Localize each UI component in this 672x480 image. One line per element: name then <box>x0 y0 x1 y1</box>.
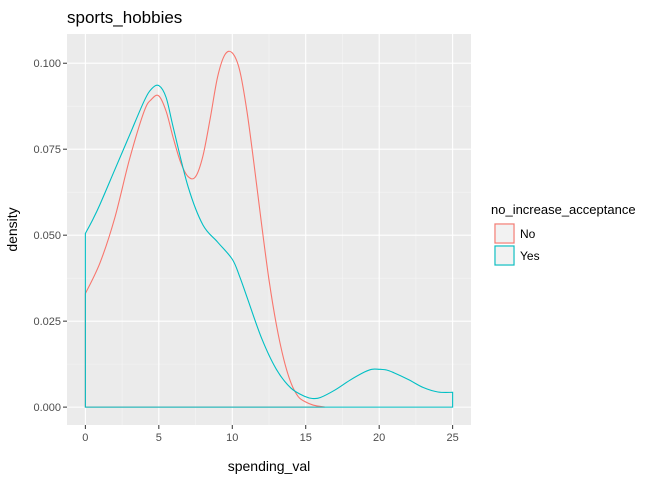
x-tick-label: 20 <box>373 432 385 444</box>
legend-key-swatch <box>494 245 515 266</box>
y-axis: 0.000 0.025 0.050 0.075 0.100 <box>33 58 67 414</box>
x-tick-label: 0 <box>82 432 88 444</box>
legend-key-swatch <box>494 223 515 244</box>
legend-key-background <box>494 223 515 244</box>
legend-item-no: No <box>494 223 536 244</box>
legend-title: no_increase_acceptance <box>491 202 636 217</box>
x-axis-title: spending_val <box>228 458 311 474</box>
y-tick-label: 0.100 <box>33 58 61 70</box>
minor-grid <box>67 34 471 425</box>
density-curve-yes <box>84 84 454 408</box>
x-axis: 0 5 10 15 20 25 <box>82 425 459 444</box>
series-layer <box>84 50 454 408</box>
chart-title: sports_hobbies <box>67 8 182 27</box>
y-tick-label: 0.050 <box>33 230 61 242</box>
density-curve-no <box>84 50 325 408</box>
legend-label: No <box>520 227 536 241</box>
y-tick-label: 0.025 <box>33 316 61 328</box>
x-tick-label: 10 <box>226 432 238 444</box>
y-axis-title: density <box>4 207 20 251</box>
legend-label: Yes <box>520 249 540 263</box>
x-tick-label: 25 <box>447 432 459 444</box>
y-tick-label: 0.000 <box>33 402 61 414</box>
legend-key-background <box>494 245 515 266</box>
x-tick-label: 15 <box>300 432 312 444</box>
x-tick-label: 5 <box>156 432 162 444</box>
legend-item-yes: Yes <box>494 245 540 266</box>
y-tick-label: 0.075 <box>33 144 61 156</box>
legend: no_increase_acceptance No Yes <box>491 202 636 266</box>
